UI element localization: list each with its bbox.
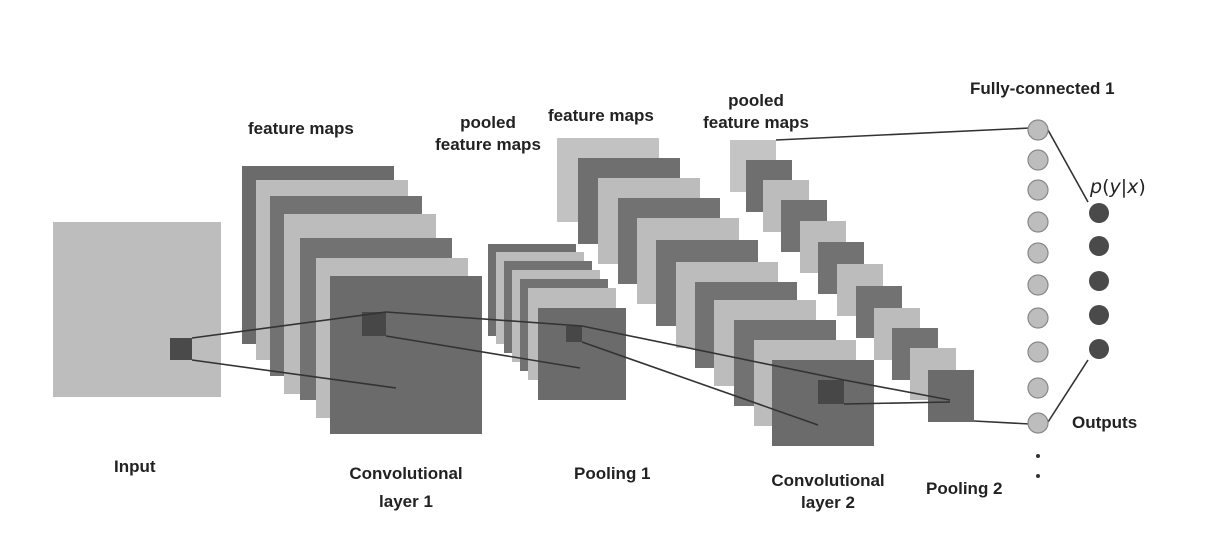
label-feature-maps-1: feature maps — [248, 119, 354, 138]
fc1-node — [1027, 307, 1049, 329]
prob-bar: | — [1120, 176, 1128, 198]
fc1-node — [1027, 211, 1049, 233]
label-fully-connected-1: Fully-connected 1 — [970, 79, 1115, 98]
pool2-front-map — [928, 370, 974, 422]
label-outputs: Outputs — [1072, 413, 1138, 432]
fc1-nodes — [1027, 119, 1049, 434]
label-pooled-feature-maps-1-line1: pooled — [460, 113, 516, 132]
input-image — [53, 222, 221, 397]
label-pooled-feature-maps-1-line2: feature maps — [435, 135, 541, 154]
pool1-front-map — [538, 308, 626, 400]
conv1-front-map — [330, 276, 482, 434]
conv1-feature-maps-stack — [242, 166, 482, 434]
label-conv-layer-2: Convolutional layer 2 — [758, 470, 898, 514]
label-conv-layer-1-line2: layer 1 — [379, 492, 433, 511]
label-conv-layer-1-line1: Convolutional — [349, 464, 463, 483]
conv2-feature-maps-stack — [557, 138, 874, 446]
pool2-feature-maps-stack — [730, 140, 974, 422]
label-pooled-feature-maps-2: pooled feature maps — [686, 90, 826, 134]
fc1-node — [1027, 377, 1049, 399]
output-node — [1089, 339, 1109, 359]
label-conv-layer-2-line1: Convolutional — [771, 471, 885, 490]
pool1-receptive-field — [566, 326, 582, 342]
output-node — [1089, 305, 1109, 325]
fc1-node — [1027, 341, 1049, 363]
prob-close-paren: ) — [1138, 176, 1146, 198]
prob-p: p — [1090, 176, 1103, 198]
output-node — [1089, 203, 1109, 223]
label-pooled-feature-maps-2-line1: pooled — [728, 91, 784, 110]
label-pooling-2: Pooling 2 — [926, 479, 1003, 498]
fc1-node — [1027, 179, 1049, 201]
output-node — [1089, 236, 1109, 256]
label-conv-layer-2-line2: layer 2 — [801, 493, 855, 512]
label-pooled-feature-maps-2-line2: feature maps — [703, 113, 809, 132]
fc1-node — [1027, 274, 1049, 296]
fc1-node — [1027, 149, 1049, 171]
output-node — [1089, 271, 1109, 291]
label-input: Input — [114, 457, 156, 476]
output-nodes — [1089, 203, 1109, 359]
prob-x: x — [1127, 176, 1139, 198]
connection-lines — [191, 127, 1089, 426]
label-conv-layer-1: Convolutional layer 1 — [336, 463, 476, 513]
label-feature-maps-2: feature maps — [548, 106, 654, 125]
label-pooled-feature-maps-1: pooled feature maps — [418, 112, 558, 156]
label-pooling-1: Pooling 1 — [574, 464, 651, 483]
fc1-ellipsis — [1036, 454, 1040, 478]
pool1-feature-maps-stack — [488, 244, 626, 400]
fc1-node — [1027, 412, 1049, 434]
conv1-receptive-field — [362, 312, 386, 336]
label-probability: p(y|x) — [1090, 176, 1146, 198]
prob-y: y — [1109, 176, 1121, 198]
input-receptive-field — [170, 338, 192, 360]
conv2-receptive-field — [818, 380, 844, 404]
fc1-node — [1027, 119, 1049, 141]
fc1-node — [1027, 242, 1049, 264]
prob-open-paren: ( — [1102, 176, 1110, 198]
